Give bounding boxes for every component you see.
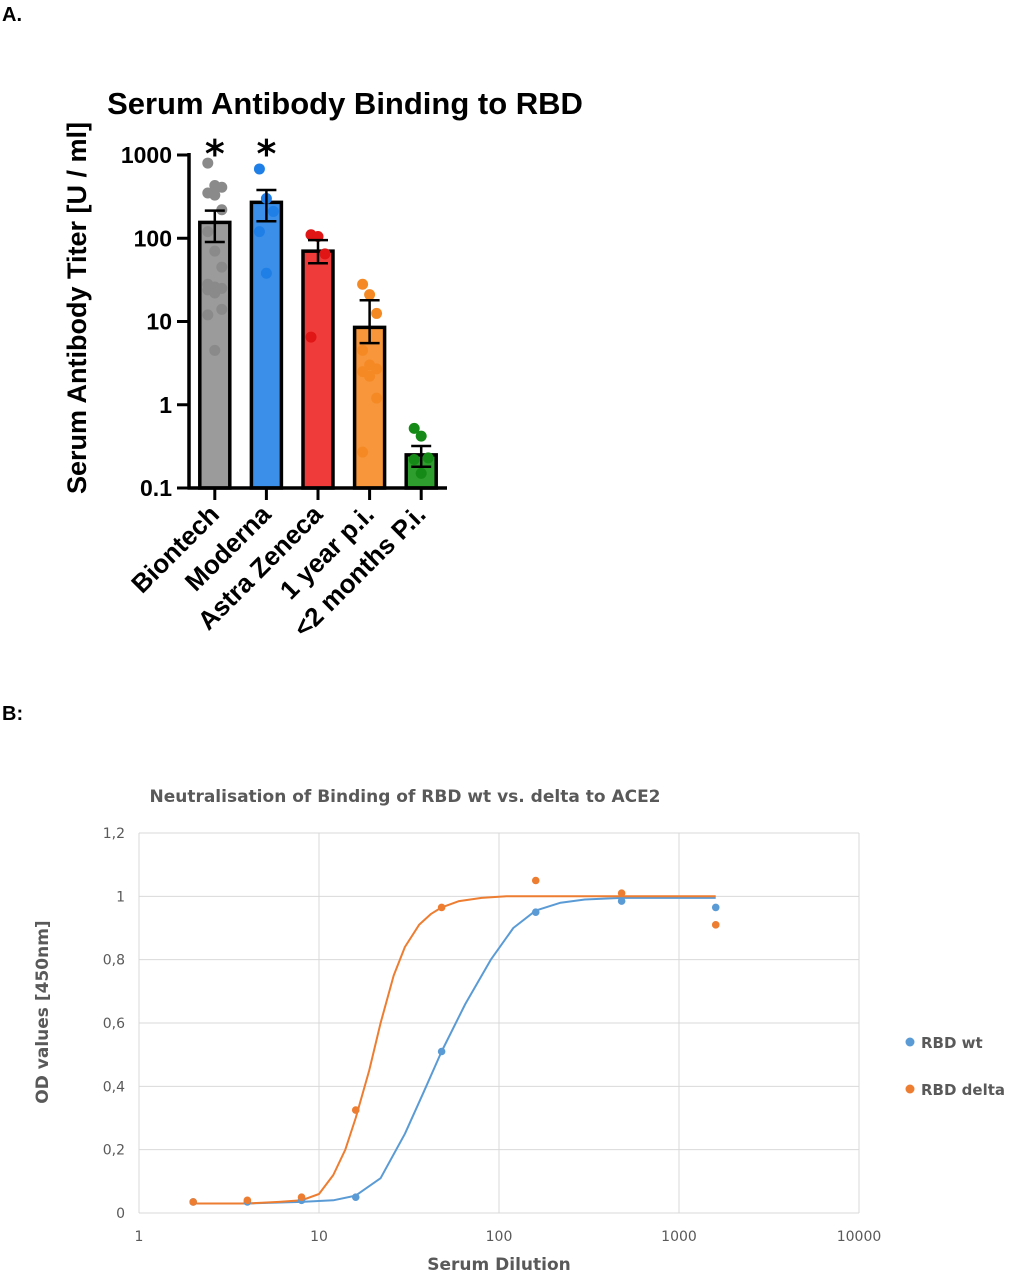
x-tick-label: 100 (486, 1229, 513, 1245)
y-tick-label: 1000 (121, 142, 172, 168)
chart-b-ylabel: OD values [450nm] (33, 920, 53, 1103)
chart-b-xlabel: Serum Dilution (427, 1255, 571, 1275)
data-point (202, 226, 214, 238)
legend-label: RBD delta (921, 1081, 1005, 1099)
data-point (415, 430, 427, 442)
data-point (305, 331, 317, 343)
chart-b-title: Neutralisation of Binding of RBD wt vs. … (149, 787, 660, 807)
data-point (357, 446, 369, 458)
x-tick-label: 1 (135, 1229, 144, 1245)
data-point (202, 309, 214, 321)
y-tick-label: 0,6 (103, 1016, 125, 1032)
x-tick-label: 10000 (837, 1229, 882, 1245)
y-tick-label: 10 (146, 309, 172, 335)
legend-label: RBD wt (921, 1034, 983, 1052)
significance-star: * (256, 132, 276, 176)
data-point (209, 189, 221, 201)
fit-line (193, 895, 716, 1205)
data-point (216, 261, 228, 273)
y-tick-label: 1,2 (103, 826, 125, 842)
data-point (351, 1106, 360, 1114)
data-point (260, 267, 272, 279)
data-point (267, 205, 279, 217)
data-point (253, 163, 265, 175)
y-tick-label: 0 (116, 1206, 125, 1222)
data-point (243, 1196, 252, 1205)
data-point (437, 903, 446, 912)
data-point (711, 921, 720, 929)
data-point (209, 344, 221, 356)
data-point (319, 248, 331, 260)
y-tick-label: 1 (159, 392, 172, 418)
data-point (209, 245, 221, 257)
y-tick-label: 100 (134, 225, 172, 251)
data-point (422, 452, 434, 464)
data-point (437, 1047, 446, 1056)
y-tick-label: 0.1 (140, 475, 172, 501)
data-point (617, 889, 626, 897)
data-point (216, 303, 228, 315)
data-point (531, 908, 540, 916)
chart-a-ylabel: Serum Antibody Titer [U / ml] (62, 122, 92, 494)
y-tick-label: 0,8 (103, 953, 125, 969)
chart-a-title: Serum Antibody Binding to RBD (107, 86, 583, 121)
data-point (711, 903, 720, 912)
data-point (408, 422, 420, 434)
y-tick-label: 1 (116, 889, 125, 905)
data-point (364, 289, 376, 301)
legend-marker (905, 1084, 915, 1094)
data-point (617, 897, 626, 905)
data-point (364, 370, 376, 382)
data-point (209, 287, 221, 299)
data-point (189, 1198, 197, 1206)
data-point (297, 1193, 306, 1201)
data-point (357, 278, 369, 290)
data-point (415, 467, 427, 479)
bar-chart-antibody-binding: Serum Antibody Binding to RBD Serum Anti… (62, 86, 583, 643)
data-point (357, 344, 369, 356)
y-tick-label: 0,4 (103, 1079, 125, 1095)
panel-a-label: A. (2, 4, 22, 26)
x-tick-label: 10 (310, 1229, 328, 1245)
data-point (408, 453, 420, 465)
significance-star: * (205, 132, 225, 176)
data-point (351, 1193, 360, 1201)
data-point (202, 157, 214, 169)
y-tick-label: 0,2 (103, 1143, 125, 1159)
data-point (371, 307, 383, 319)
data-point (371, 363, 383, 375)
data-point (371, 392, 383, 404)
data-point (253, 226, 265, 238)
legend-marker (905, 1037, 915, 1047)
fit-line (193, 896, 716, 1205)
data-point (531, 876, 540, 885)
data-point (216, 181, 228, 193)
x-tick-label: 1000 (661, 1229, 697, 1245)
panel-b-label: B: (2, 703, 24, 725)
